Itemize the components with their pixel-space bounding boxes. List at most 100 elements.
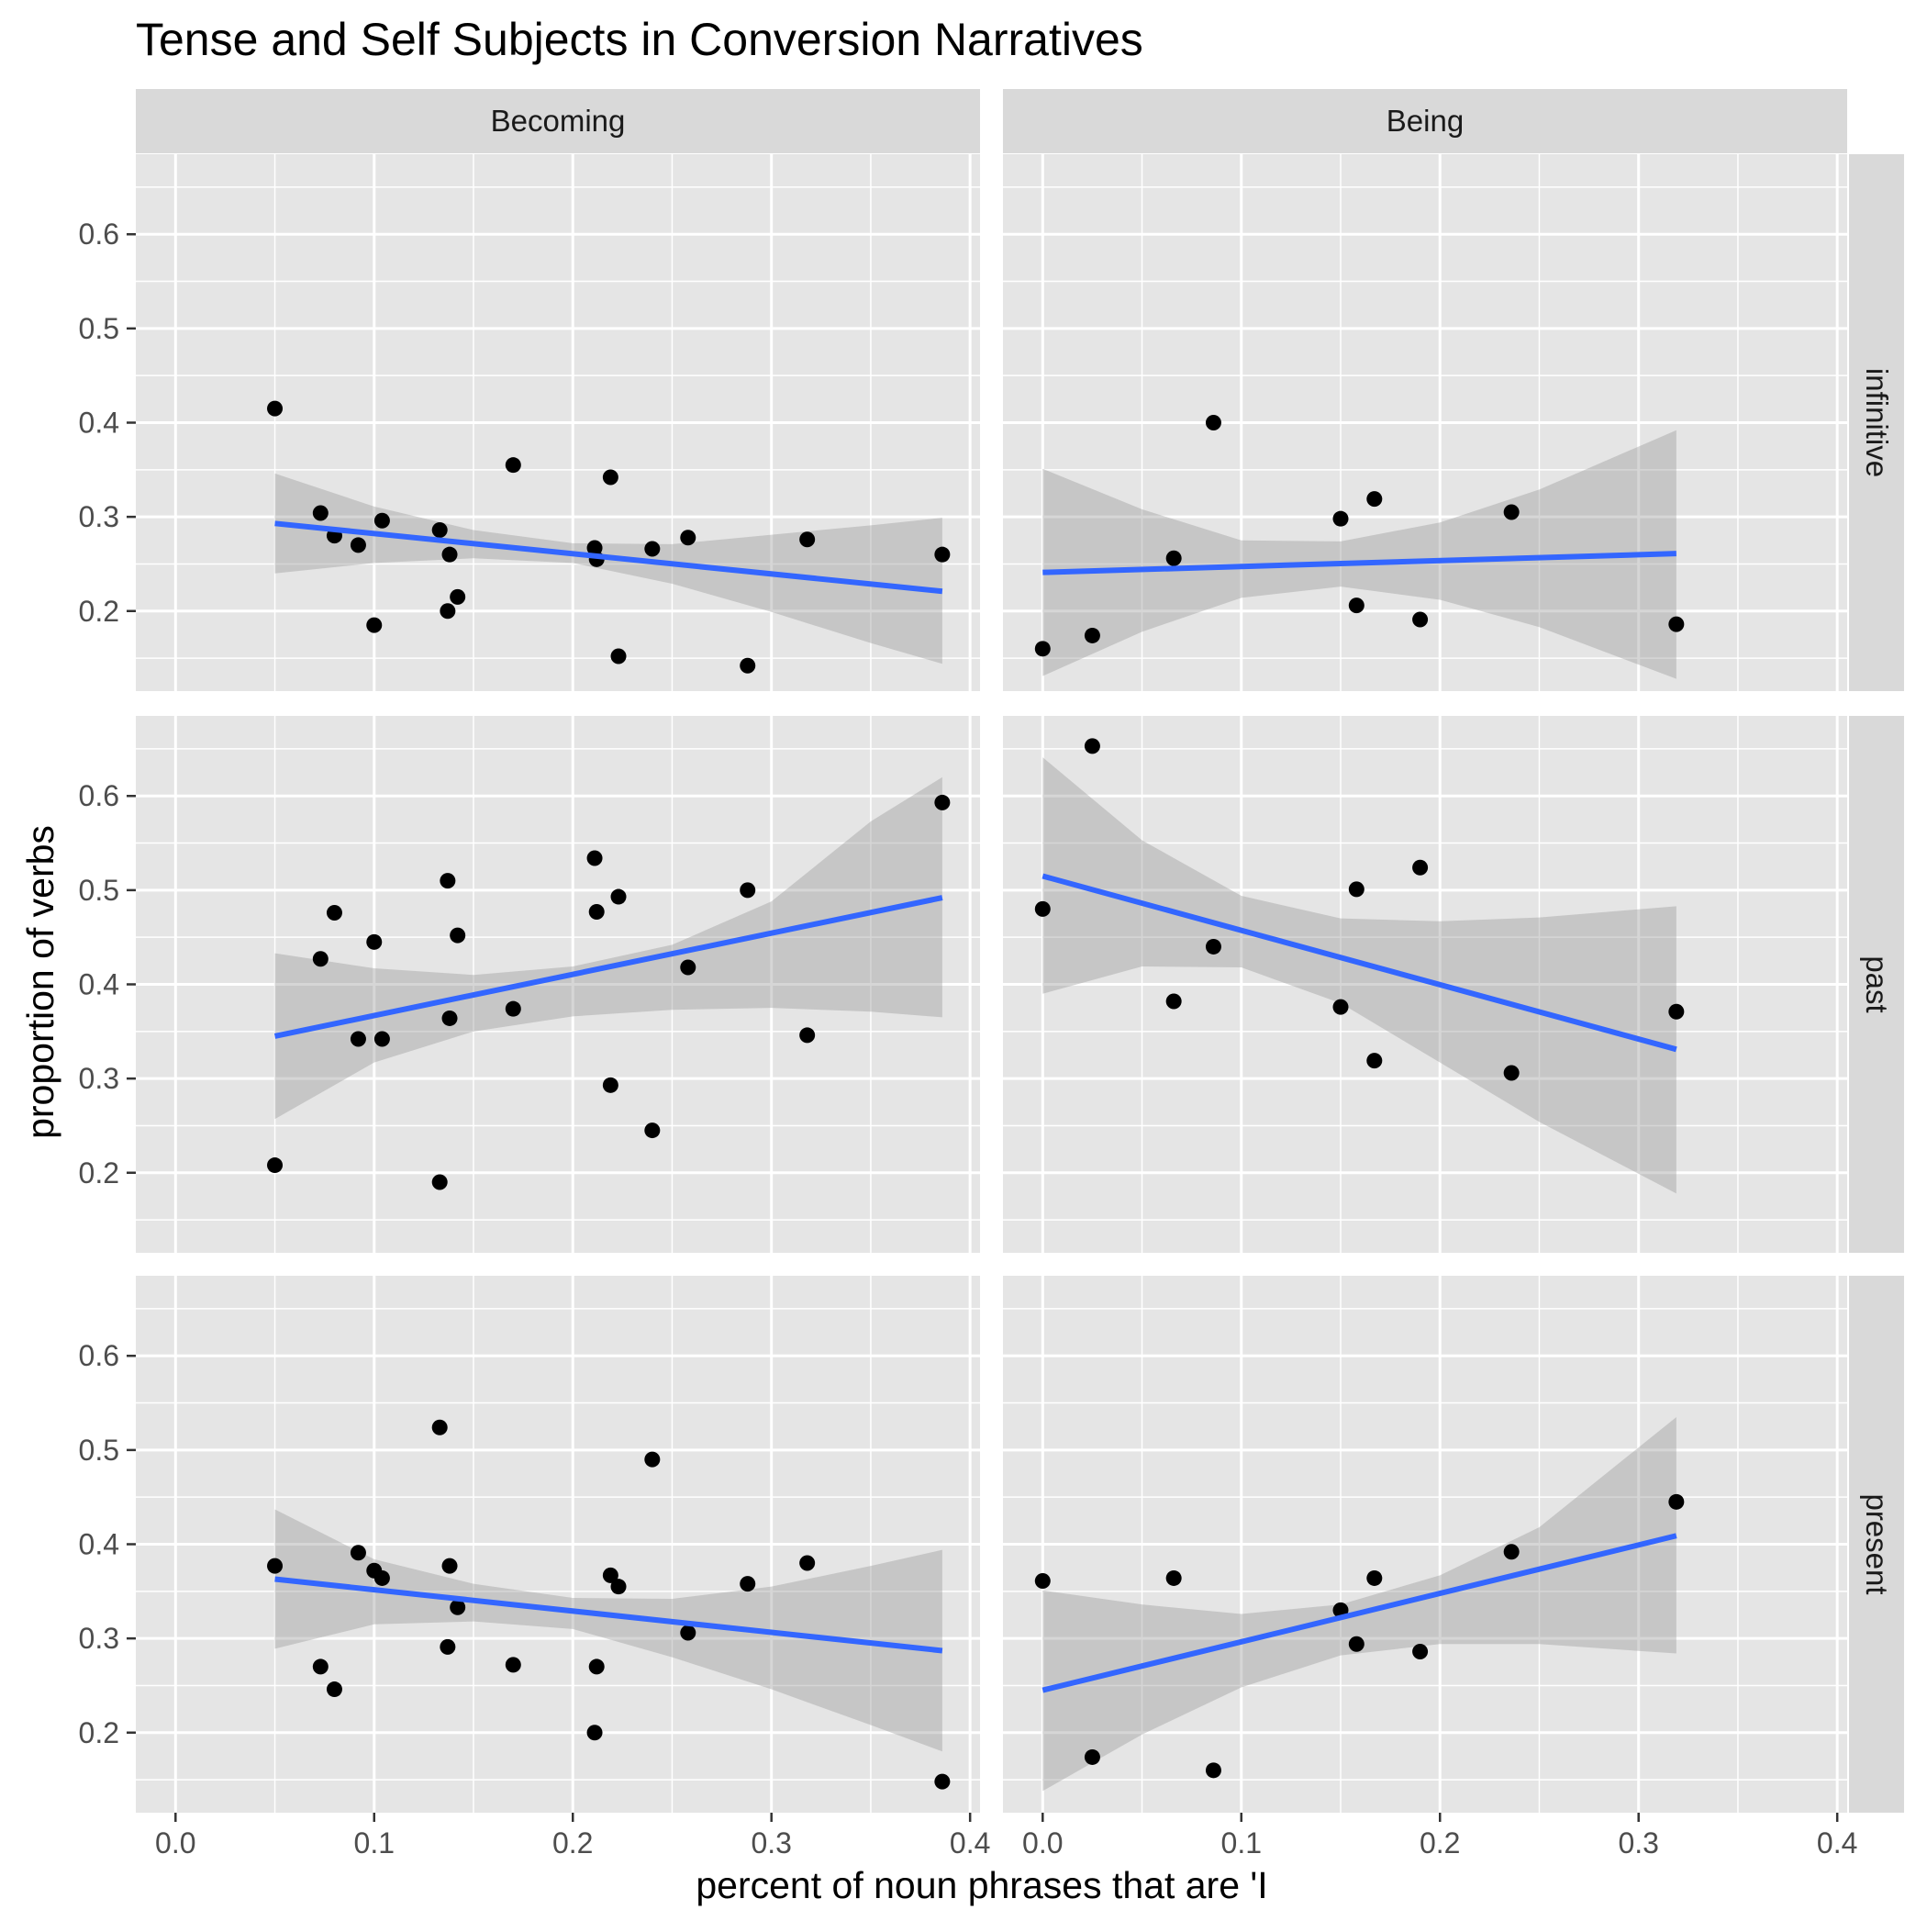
data-point (740, 882, 756, 899)
data-point (1084, 738, 1100, 754)
data-point (373, 512, 390, 529)
y-tick-label: 0.3 (79, 1062, 119, 1095)
y-tick-label: 0.5 (79, 1434, 119, 1467)
data-point (1348, 1636, 1364, 1652)
y-tick-label: 0.4 (79, 968, 119, 1001)
row-strip-label-present: present (1860, 1493, 1894, 1594)
panel-becoming-infinitive (136, 154, 980, 691)
data-point (934, 546, 951, 563)
regression-line (274, 1576, 943, 1654)
y-tick-label: 0.6 (79, 218, 119, 251)
y-tick-label: 0.6 (79, 1339, 119, 1372)
data-point (267, 1157, 284, 1174)
y-tick-label: 0.5 (79, 312, 119, 345)
panel-being-past (1003, 716, 1847, 1253)
column-strip-becoming (136, 89, 980, 153)
regression-line (1042, 551, 1676, 575)
data-point (644, 1451, 661, 1468)
panels-layer: Becoming Being infinitive past present 0.2 0.3… (79, 89, 1904, 1859)
x-tick-label: 0.4 (1817, 1826, 1857, 1859)
data-point (1348, 597, 1364, 614)
data-point (602, 1567, 618, 1583)
data-point (1412, 611, 1429, 628)
data-point (586, 850, 603, 866)
data-point (373, 1031, 390, 1047)
data-point (740, 1576, 756, 1592)
data-point (1205, 1762, 1221, 1779)
data-point (602, 1077, 618, 1093)
data-point (1165, 550, 1182, 566)
data-point (1084, 1748, 1100, 1765)
y-tick-label: 0.4 (79, 1528, 119, 1561)
data-point (610, 1579, 627, 1595)
data-point (431, 1419, 448, 1435)
x-tick-label: 0.3 (751, 1826, 791, 1859)
y-tick-label: 0.5 (79, 874, 119, 907)
y-tick-label: 0.3 (79, 500, 119, 533)
data-point (312, 951, 329, 967)
data-point (366, 617, 383, 633)
data-point (326, 1681, 342, 1698)
data-point (440, 1638, 456, 1655)
confidence-ribbon (1042, 1416, 1676, 1792)
data-point (431, 1174, 448, 1190)
data-point (441, 1558, 458, 1574)
data-point (1503, 1065, 1520, 1081)
x-tick-label: 0.4 (950, 1826, 990, 1859)
data-point (1205, 415, 1221, 430)
chart-title: Tense and Self Subjects in Conversion Na… (136, 14, 1143, 65)
data-point (1668, 616, 1685, 632)
regression-line (1041, 1533, 1677, 1693)
data-point (450, 1599, 466, 1615)
data-point (1332, 999, 1349, 1015)
y-tick-label: 0.3 (79, 1622, 119, 1655)
data-point (373, 1569, 390, 1586)
x-tick-label: 0.2 (1420, 1826, 1460, 1859)
data-point (680, 1625, 696, 1641)
data-point (1034, 1573, 1051, 1590)
confidence-ribbon (274, 776, 942, 1120)
data-point (326, 905, 342, 921)
row-strip-label-infinitive: infinitive (1860, 368, 1894, 477)
column-strip-label-being: Being (1387, 104, 1464, 138)
data-point (610, 888, 627, 905)
data-point (450, 927, 466, 944)
data-point (366, 933, 383, 950)
row-strip-infinitive (1849, 154, 1904, 691)
data-point (1034, 900, 1051, 917)
data-point (1668, 1003, 1685, 1020)
data-point (588, 903, 605, 920)
data-point (586, 1725, 603, 1741)
data-point (680, 959, 696, 976)
data-point (1503, 1544, 1520, 1560)
x-axis-label: percent of noun phrases that are 'I (696, 1864, 1267, 1906)
data-point (602, 469, 618, 486)
row-strip-past (1849, 716, 1904, 1253)
column-strip-label-becoming: Becoming (491, 104, 626, 138)
data-point (1084, 627, 1100, 643)
panel-becoming-past (136, 716, 980, 1253)
confidence-ribbon (1042, 757, 1676, 1194)
data-point (441, 546, 458, 563)
data-point (350, 1031, 366, 1047)
y-tick-label: 0.2 (79, 1156, 119, 1189)
data-point (1034, 641, 1051, 657)
row-strip-label-past: past (1860, 955, 1894, 1012)
y-tick-label: 0.2 (79, 1716, 119, 1749)
data-point (312, 1658, 329, 1675)
regression-line (1041, 873, 1677, 1053)
data-point (350, 1545, 366, 1561)
x-tick-label: 0.1 (1221, 1826, 1262, 1859)
data-point (431, 522, 448, 538)
data-point (934, 1773, 951, 1790)
data-point (934, 794, 951, 810)
data-point (1366, 1053, 1383, 1069)
data-point (505, 1000, 521, 1017)
x-tick-label: 0.0 (1022, 1826, 1063, 1859)
data-point (1205, 938, 1221, 955)
y-tick-label: 0.2 (79, 595, 119, 628)
data-point (1412, 1644, 1429, 1659)
x-tick-label: 0.2 (552, 1826, 593, 1859)
y-tick-label: 0.6 (79, 779, 119, 812)
